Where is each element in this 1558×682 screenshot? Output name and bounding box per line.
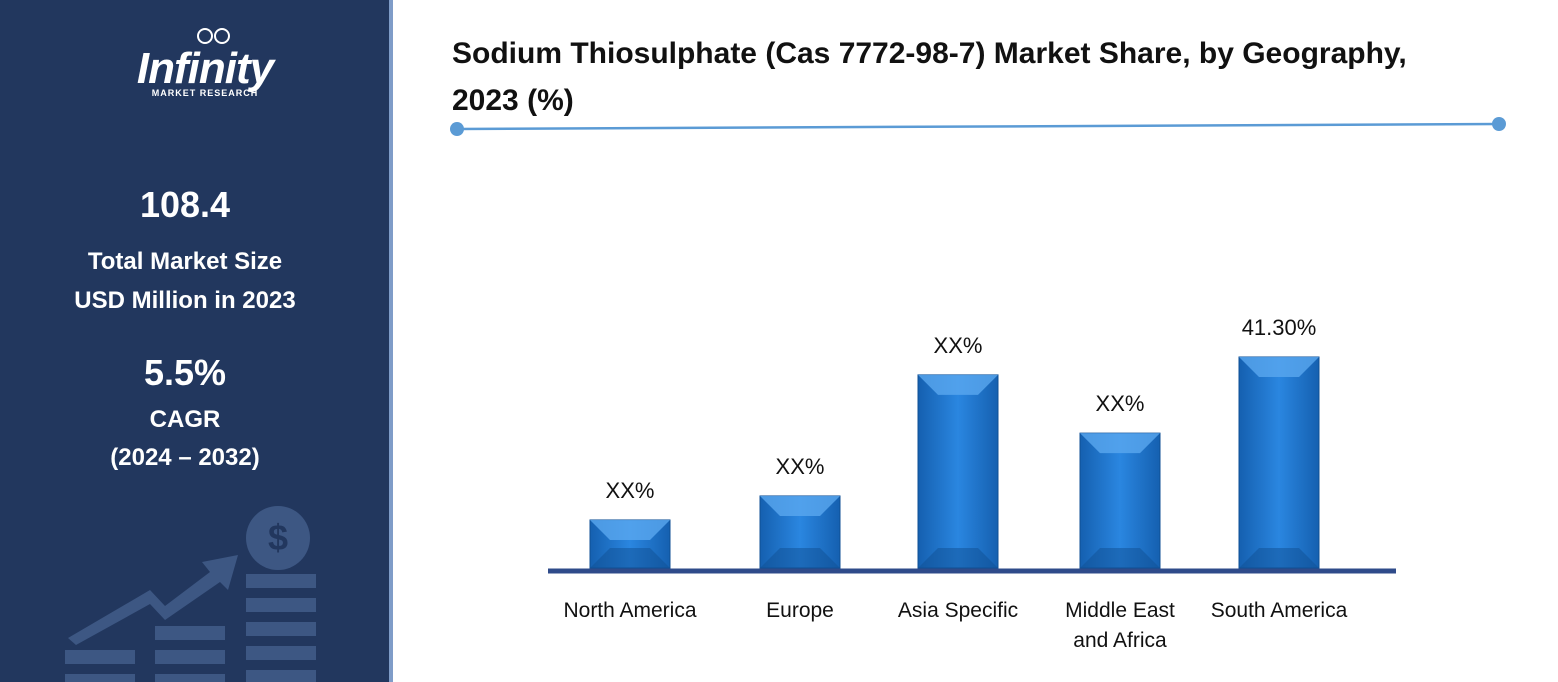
bar-bevel [1239,357,1319,377]
sidebar-graphics: $ [65,28,316,682]
bar-bevel [590,548,670,568]
decor-icons [65,506,316,682]
bar-bevel [1080,433,1160,454]
data-label: 41.30% [1242,315,1317,340]
data-label: XX% [606,478,655,503]
bar [1079,432,1161,569]
cagr-label: CAGR [149,406,221,433]
title-rule [456,122,1500,131]
logo-tagline: MARKET RESEARCH [151,88,259,98]
market-size-label: Total Market Size [87,248,283,275]
title-rule-dot [450,122,464,136]
x-tick-label: Asia Specific [897,599,1019,622]
market-size-label: USD Million in 2023 [74,287,296,314]
bar [759,495,841,569]
cagr: 5.5% [143,352,227,393]
bar [589,519,671,569]
x-tick-label: Middle East and Africa [1065,599,1175,652]
logo: Infinity [136,44,274,93]
bar [1238,356,1320,569]
sidebar: $ Infinity MARKET RESEARCH 108.4 Total M… [0,0,393,682]
data-label: XX% [776,454,825,479]
chart-title: Sodium Thiosulphate (Cas 7772-98-7) Mark… [452,37,1407,117]
x-tick-label: North America [563,599,697,622]
logo-icon [197,28,213,44]
bar-bevel [1239,548,1319,568]
x-tick-label: Europe [766,599,834,622]
x-tick-label: South America [1210,599,1348,622]
bar-bevel [918,548,998,568]
logo-icon [214,28,230,44]
bar-bevel [590,519,670,540]
dollar-icon: $ [268,517,288,558]
bar-bevel [760,548,840,568]
bar [917,374,999,569]
bar-bevel [1080,548,1160,568]
cagr-period: (2024 – 2032) [110,444,260,471]
title-rule-dot [1492,117,1506,131]
bar-bevel [760,495,840,516]
market-size: 108.4 [139,184,231,225]
data-label: XX% [934,333,983,358]
data-label: XX% [1096,391,1145,416]
bar-bevel [918,374,998,395]
